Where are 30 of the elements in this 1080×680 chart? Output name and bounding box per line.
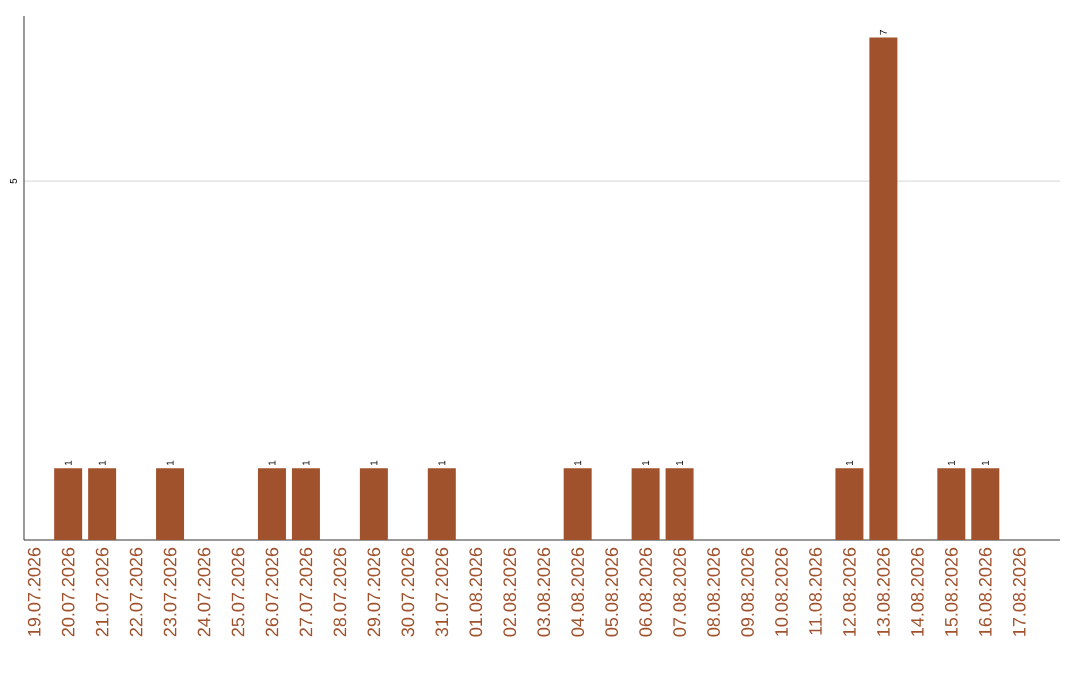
x-tick-label: 14.08.2026 — [910, 547, 924, 636]
x-tick-label: 07.08.2026 — [673, 547, 686, 637]
x-tick-label: 22.07.2026 — [129, 547, 143, 637]
x-tick-label: 30.07.2026 — [401, 547, 415, 637]
x-tick-label: 21.07.2026 — [95, 547, 109, 637]
x-tick-label: 28.07.2026 — [333, 547, 347, 637]
x-tick-label: 02.08.2026 — [503, 547, 517, 637]
x-tick-label: 16.08.2026 — [978, 547, 992, 636]
x-tick-label: 23.07.2026 — [163, 547, 177, 637]
x-tick-label: 19.07.2026 — [27, 547, 41, 636]
x-tick-label: 24.07.2026 — [197, 547, 211, 637]
x-tick-label: 17.08.2026 — [1012, 547, 1026, 636]
x-tick-label: 04.08.2026 — [571, 547, 585, 637]
x-tick-label: 03.08.2026 — [537, 547, 551, 637]
x-tick-label: 25.07.2026 — [231, 547, 245, 637]
x-tick-label: 26.07.2026 — [265, 547, 279, 637]
x-tick-label: 12.08.2026 — [843, 547, 856, 636]
x-tick-label: 11.08.2026 — [809, 547, 822, 635]
x-tick-label: 06.08.2026 — [639, 547, 652, 637]
x-tick-label: 10.08.2026 — [775, 547, 788, 636]
x-tick-label: 05.08.2026 — [605, 547, 619, 637]
x-tick-label: 31.07.2026 — [435, 547, 449, 637]
x-tick-label: 09.08.2026 — [741, 547, 754, 637]
x-tick-label: 08.08.2026 — [707, 547, 720, 637]
x-tick-label: 01.08.2026 — [469, 547, 483, 637]
x-tick-label: 13.08.2026 — [877, 547, 890, 636]
x-tick-label: 29.07.2026 — [367, 547, 381, 637]
x-tick-label: 20.07.2026 — [61, 547, 75, 637]
x-tick-label: 27.07.2026 — [299, 547, 313, 637]
x-tick-label: 15.08.2026 — [944, 547, 958, 636]
